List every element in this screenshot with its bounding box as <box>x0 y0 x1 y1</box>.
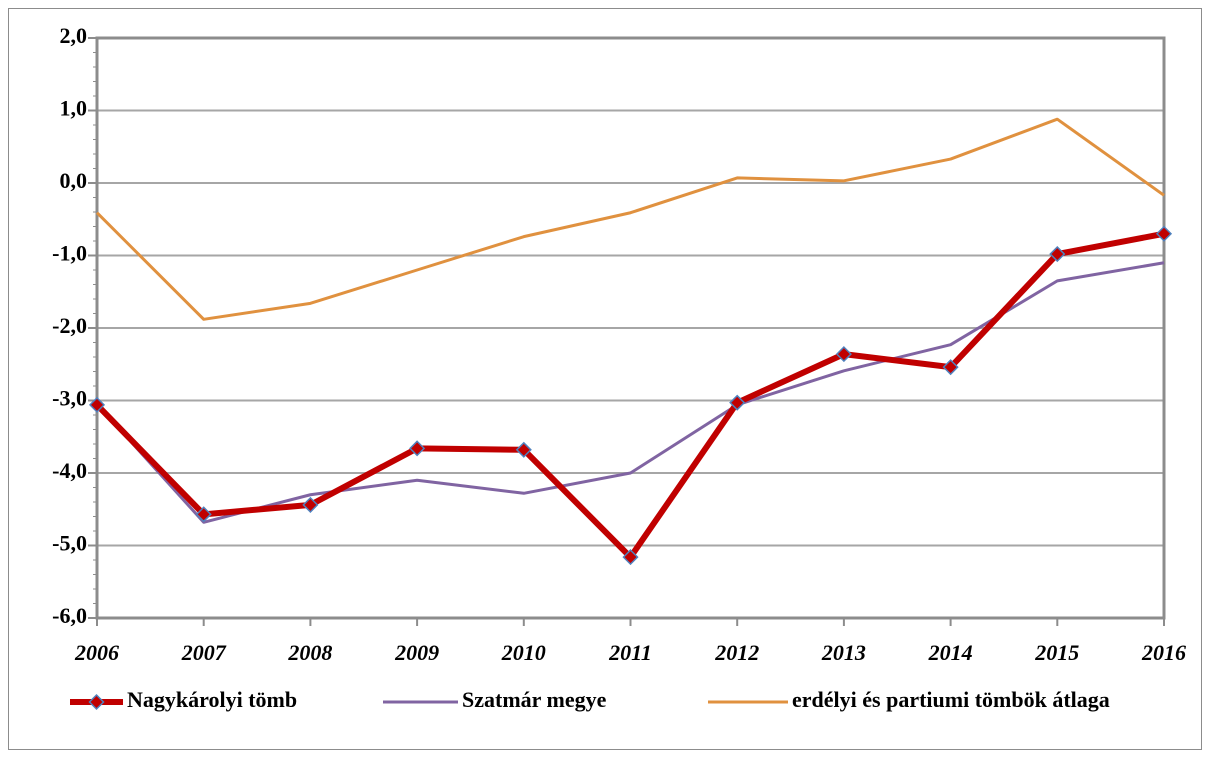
marker <box>942 359 959 376</box>
legend-label: Nagykárolyi tömb <box>127 687 297 712</box>
y-tick-label: -2,0 <box>52 313 87 338</box>
legend-label: Szatmár megye <box>462 687 607 712</box>
x-tick-label: 2016 <box>1141 640 1186 665</box>
y-tick-label: -3,0 <box>52 386 87 411</box>
y-tick-label: -6,0 <box>52 603 87 628</box>
x-tick-label: 2015 <box>1034 640 1079 665</box>
marker <box>515 441 532 458</box>
plot-frame <box>95 36 1166 620</box>
marker <box>1155 225 1173 242</box>
x-tick-label: 2011 <box>608 640 652 665</box>
x-tick-label: 2014 <box>928 640 973 665</box>
y-tick-label: 1,0 <box>60 96 88 121</box>
marker <box>835 346 852 363</box>
x-tick-label: 2012 <box>714 640 759 665</box>
series-line <box>95 117 1165 321</box>
marker <box>195 506 212 523</box>
marker <box>1049 245 1066 263</box>
legend-marker <box>88 693 105 711</box>
marker <box>729 394 746 411</box>
y-tick-label: -5,0 <box>52 531 87 556</box>
x-tick-label: 2013 <box>821 640 866 665</box>
marker <box>622 549 639 566</box>
x-tick-label: 2007 <box>181 640 227 665</box>
y-tick-label: 2,0 <box>60 23 88 48</box>
x-tick-label: 2010 <box>501 640 546 665</box>
legend-label: erdélyi és partiumi tömbök átlaga <box>792 687 1110 712</box>
y-tick-label: -1,0 <box>52 241 87 266</box>
y-tick-label: -4,0 <box>52 458 87 483</box>
x-tick-label: 2008 <box>287 640 332 665</box>
chart-border <box>8 8 1202 750</box>
x-tick-label: 2009 <box>394 640 439 665</box>
y-tick-label: 0,0 <box>60 168 88 193</box>
marker <box>302 496 319 513</box>
marker <box>409 440 426 457</box>
marker <box>88 396 106 413</box>
x-tick-label: 2006 <box>74 640 119 665</box>
series-line <box>95 261 1165 524</box>
